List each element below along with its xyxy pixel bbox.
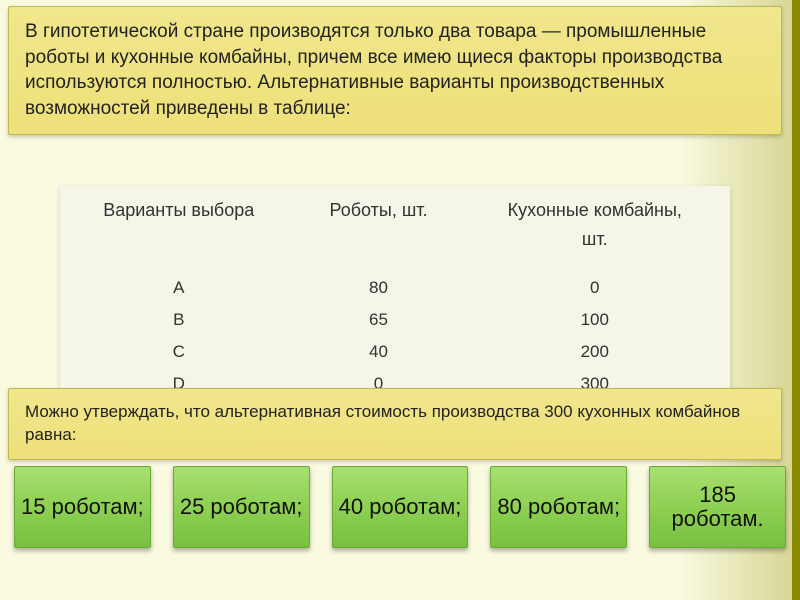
table-row: B 65 100 [60, 304, 730, 336]
table-row: C 40 200 [60, 336, 730, 368]
header-variant: Варианты выбора [60, 186, 297, 272]
answer-option-185[interactable]: 185 роботам. [649, 466, 786, 548]
table-row: A 80 0 [60, 272, 730, 304]
question-text: Можно утверждать, что альтернативная сто… [25, 402, 740, 444]
problem-statement-panel: В гипотетической стране производятся тол… [8, 6, 782, 135]
question-panel: Можно утверждать, что альтернативная сто… [8, 388, 782, 460]
cell-combines: 100 [460, 304, 730, 336]
answer-options: 15 роботам; 25 роботам; 40 роботам; 80 р… [14, 466, 786, 548]
answer-option-40[interactable]: 40 роботам; [332, 466, 469, 548]
header-combines: Кухонные комбайны, шт. [460, 186, 730, 272]
cell-robots: 80 [297, 272, 459, 304]
cell-variant: A [60, 272, 297, 304]
header-robots: Роботы, шт. [297, 186, 459, 272]
table-header-row: Варианты выбора Роботы, шт. Кухонные ком… [60, 186, 730, 272]
cell-variant: B [60, 304, 297, 336]
answer-option-25[interactable]: 25 роботам; [173, 466, 310, 548]
cell-robots: 40 [297, 336, 459, 368]
problem-text: В гипотетической стране производятся тол… [25, 21, 722, 119]
cell-combines: 200 [460, 336, 730, 368]
ppf-table: Варианты выбора Роботы, шт. Кухонные ком… [60, 186, 730, 400]
cell-robots: 65 [297, 304, 459, 336]
answer-option-15[interactable]: 15 роботам; [14, 466, 151, 548]
cell-variant: C [60, 336, 297, 368]
accent-bar [792, 0, 800, 600]
answer-option-80[interactable]: 80 роботам; [490, 466, 627, 548]
cell-combines: 0 [460, 272, 730, 304]
